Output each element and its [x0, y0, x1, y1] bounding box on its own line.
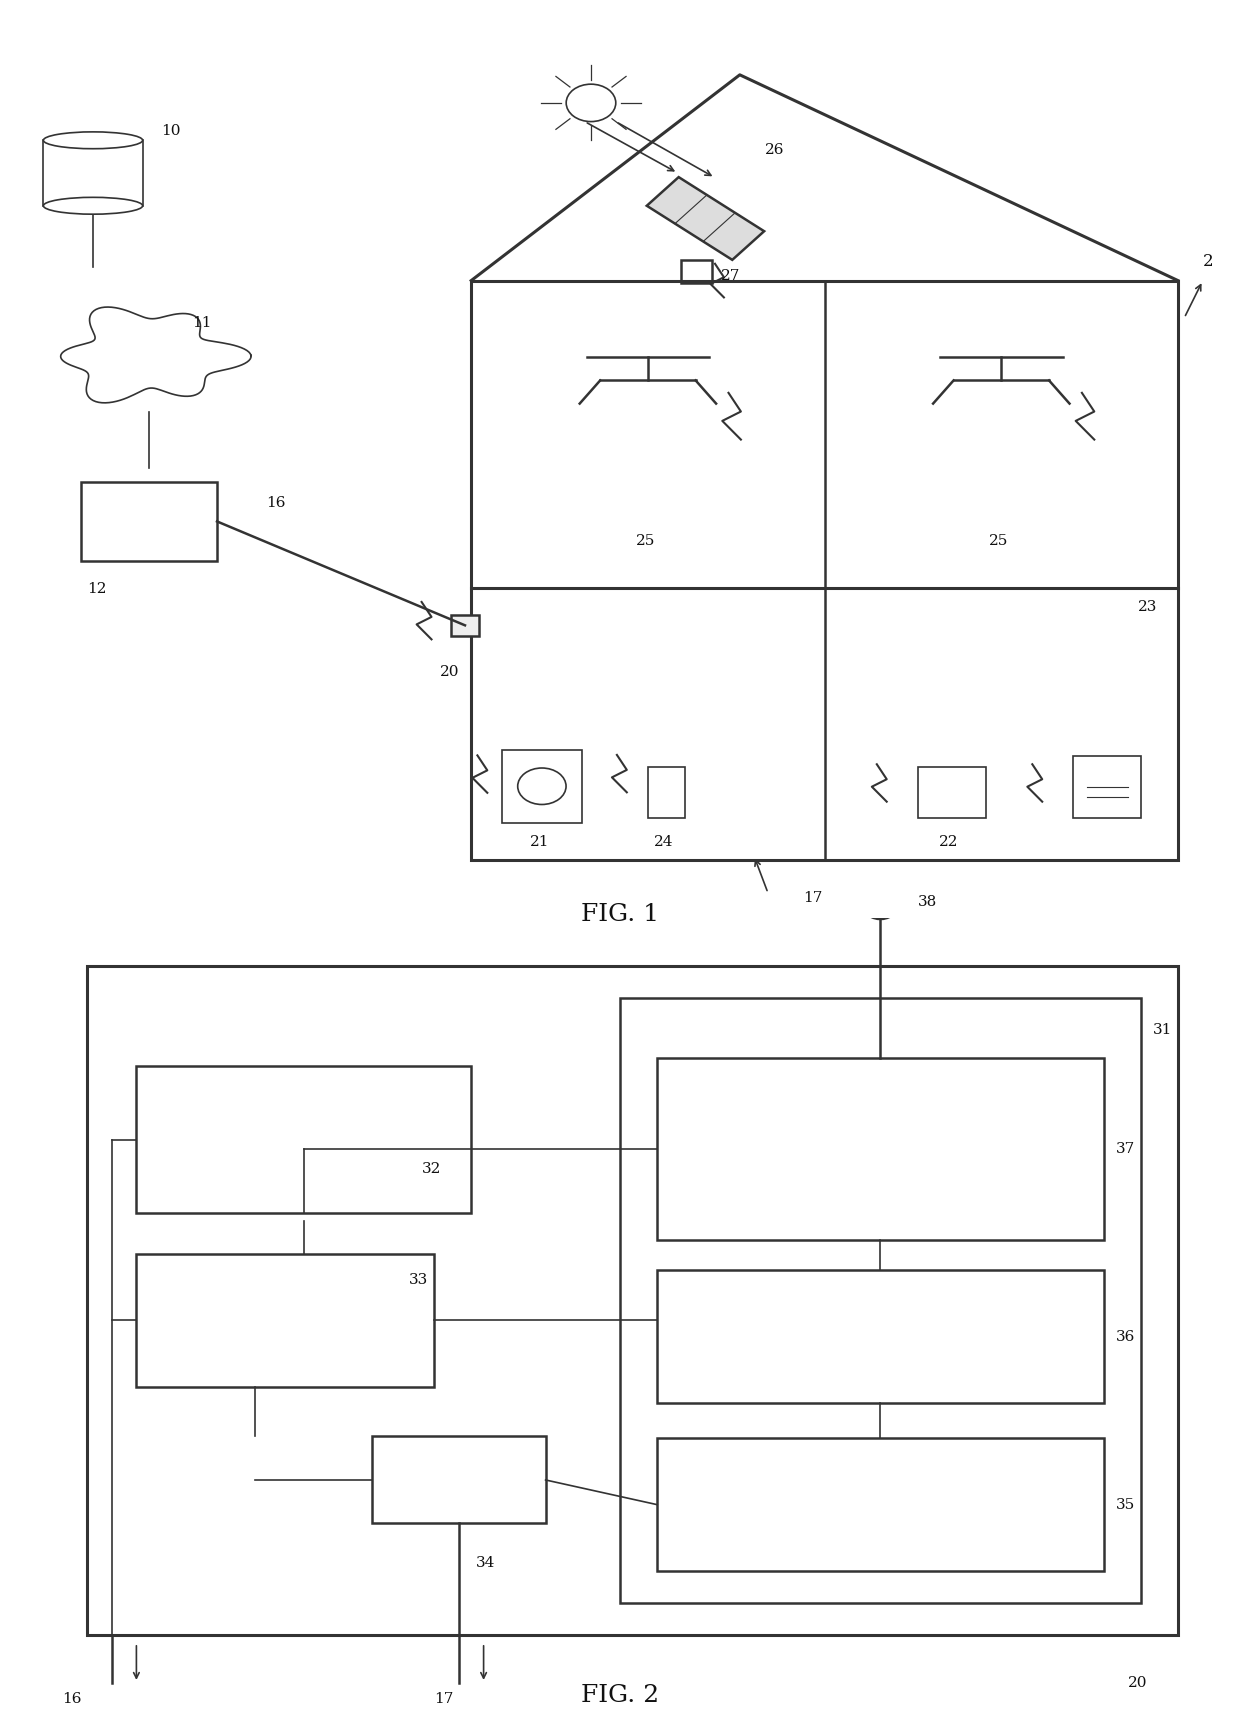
Bar	[657, 1058, 1104, 1240]
Circle shape	[866, 901, 895, 920]
Text: 12: 12	[87, 582, 107, 596]
Text: 32: 32	[422, 1162, 441, 1176]
Bar	[501, 750, 583, 823]
Text: 36: 36	[1116, 1330, 1136, 1344]
Text: 38: 38	[918, 895, 937, 909]
Text: FIG. 1: FIG. 1	[582, 902, 658, 927]
Bar	[918, 767, 986, 818]
Bar	[136, 1067, 471, 1214]
Text: 11: 11	[192, 315, 212, 329]
Bar	[620, 998, 1141, 1604]
Text: 2: 2	[1203, 253, 1214, 270]
Text: 25: 25	[990, 533, 1008, 547]
Text: 24: 24	[655, 835, 673, 849]
Text: 17: 17	[434, 1692, 454, 1706]
Bar	[81, 481, 217, 561]
Text: 23: 23	[1138, 599, 1158, 613]
Bar	[451, 615, 479, 636]
Text: 26: 26	[765, 142, 784, 156]
Bar	[647, 767, 684, 818]
Text: 27: 27	[722, 268, 740, 282]
Text: 22: 22	[940, 835, 959, 849]
Text: 25: 25	[635, 533, 655, 547]
Bar	[136, 1254, 434, 1387]
Text: 16: 16	[267, 495, 286, 509]
Bar	[647, 177, 764, 260]
Text: 35: 35	[1116, 1498, 1136, 1512]
Text: 33: 33	[409, 1273, 429, 1287]
Text: 34: 34	[476, 1557, 496, 1571]
Text: 37: 37	[1116, 1141, 1136, 1155]
Bar	[1074, 757, 1142, 818]
Text: 31: 31	[1153, 1022, 1173, 1036]
Bar	[87, 966, 1178, 1635]
Bar	[657, 1270, 1104, 1403]
Text: 16: 16	[62, 1692, 82, 1706]
Text: 10: 10	[161, 125, 181, 139]
Bar	[657, 1438, 1104, 1571]
Text: 21: 21	[529, 835, 549, 849]
Text: FIG. 2: FIG. 2	[580, 1684, 660, 1706]
Bar	[681, 260, 712, 282]
Text: 17: 17	[804, 890, 823, 904]
Bar	[471, 281, 1178, 861]
Text: 20: 20	[440, 665, 460, 679]
Text: 20: 20	[1128, 1677, 1148, 1690]
Bar	[372, 1436, 546, 1524]
